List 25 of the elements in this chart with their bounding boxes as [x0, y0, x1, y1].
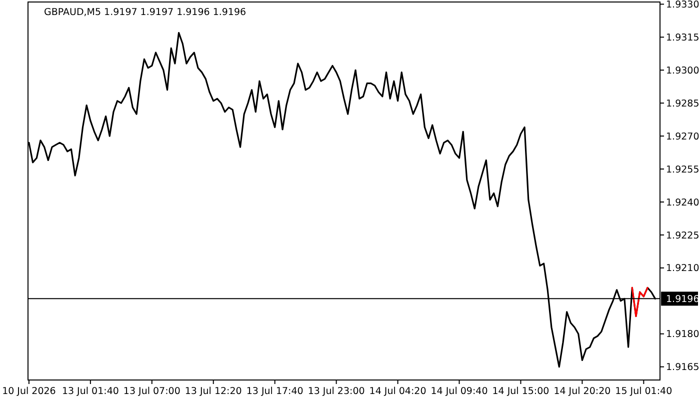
ref-line-label: 1.9196	[666, 294, 700, 306]
x-tick-label: 13 Jul 17:40	[246, 386, 304, 397]
y-tick-label: 1.9165	[666, 362, 700, 374]
x-tick-label: 13 Jul 12:20	[184, 386, 242, 397]
x-tick-label: 14 Jul 20:20	[554, 386, 611, 397]
y-tick-label: 1.9240	[666, 197, 700, 208]
x-tick-label: 14 Jul 09:40	[430, 386, 488, 397]
x-tick-label: 13 Jul 07:00	[123, 386, 180, 397]
y-tick-label: 1.9255	[666, 164, 700, 176]
line-series	[631, 286, 648, 318]
x-tick-label: 14 Jul 15:00	[492, 386, 550, 397]
y-tick-label: 1.9315	[666, 32, 700, 44]
y-tick-label: 1.9225	[666, 230, 700, 242]
y-tick-label: 1.9180	[666, 329, 700, 340]
y-tick-label: 1.9330	[666, 0, 700, 11]
y-tick-label: 1.9285	[666, 98, 700, 110]
x-tick-label: 13 Jul 23:00	[308, 386, 365, 397]
text: GBPAUD,M5 1.9197 1.9197 1.9196 1.9196	[44, 7, 246, 18]
y-tick-label: 1.9270	[666, 131, 700, 142]
y-tick-label: 1.9300	[666, 65, 700, 76]
x-tick-label: 13 Jul 01:40	[62, 386, 119, 397]
x-tick-label: 10 Jul 2026	[2, 386, 56, 397]
y-tick-label: 1.9210	[666, 263, 700, 274]
x-tick-label: 15 Jul 01:40	[615, 386, 672, 397]
x-tick-label: 14 Jul 04:20	[369, 386, 426, 397]
